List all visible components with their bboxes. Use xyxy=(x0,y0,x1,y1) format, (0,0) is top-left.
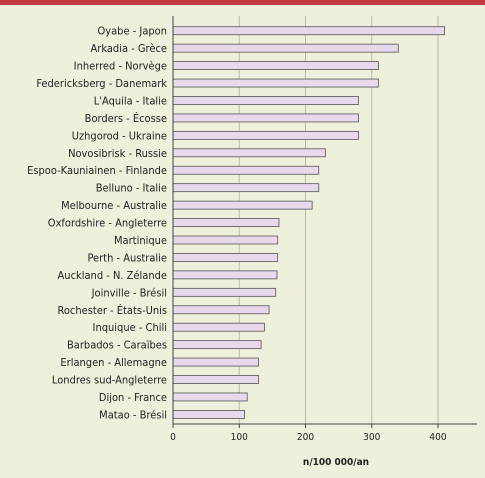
bar-16 xyxy=(172,305,270,315)
bar-18 xyxy=(172,340,262,350)
bar-8 xyxy=(172,165,320,175)
bar-9 xyxy=(172,183,320,193)
tick-label-100: 100 xyxy=(231,432,248,443)
category-label-11: Oxfordshire - Angleterre xyxy=(48,217,167,230)
bar-4 xyxy=(172,96,359,105)
category-label-15: Joinville - Brésil xyxy=(91,286,167,299)
tick-label-400: 400 xyxy=(429,432,446,443)
bar-10 xyxy=(172,200,313,210)
category-label-20: Londres sud-Angleterre xyxy=(52,374,167,387)
category-labels: Oyabe - Japon Arkadia - Grèce Inherred - N… xyxy=(27,25,167,422)
bars xyxy=(172,26,446,419)
category-label-7: Novosibrisk - Russie xyxy=(68,147,167,160)
category-label-10: Melbourne - Australie xyxy=(61,199,167,212)
bar-2 xyxy=(172,61,379,70)
bar-11 xyxy=(172,218,280,227)
category-label-8: Espoo-Kauniainen - Finlande xyxy=(27,164,167,177)
bar-1 xyxy=(172,43,399,53)
bar-15 xyxy=(172,287,277,297)
bar-17 xyxy=(172,322,265,332)
bar-12 xyxy=(172,235,279,245)
bar-13 xyxy=(172,253,279,262)
category-label-17: Inquique - Chili xyxy=(93,321,167,334)
bar-5 xyxy=(172,113,359,123)
category-label-14: Auckland - N. Zélande xyxy=(58,269,167,282)
category-label-4: L'Aquila - Italie xyxy=(94,94,167,107)
bar-22 xyxy=(172,409,245,419)
category-label-16: Rochester - États-Unis xyxy=(57,304,167,317)
tick-label-200: 200 xyxy=(297,432,314,443)
bar-21 xyxy=(172,392,248,402)
x-axis: 0 100 200 300 400 xyxy=(170,16,477,443)
bar-19 xyxy=(172,357,259,367)
category-label-0: Oyabe - Japon xyxy=(97,25,167,38)
category-label-19: Erlangen - Allemagne xyxy=(60,356,167,369)
tick-label-0: 0 xyxy=(170,432,176,443)
category-label-21: Dijon - France xyxy=(99,391,167,404)
category-label-9: Belluno - Italie xyxy=(96,182,167,195)
category-label-18: Barbados - Caraïbes xyxy=(67,339,167,352)
category-label-13: Perth - Australie xyxy=(87,251,167,264)
category-label-12: Martinique xyxy=(114,234,167,247)
bar-14 xyxy=(172,270,278,280)
bar-3 xyxy=(172,78,379,88)
bar-20 xyxy=(172,375,259,384)
category-label-2: Inherred - Norvège xyxy=(74,60,167,73)
top-accent-bar xyxy=(0,0,485,5)
bar-6 xyxy=(172,130,359,140)
category-label-5: Borders - Écosse xyxy=(85,112,167,125)
bar-7 xyxy=(172,148,326,158)
bar-0 xyxy=(172,26,446,36)
category-label-6: Uzhgorod - Ukraine xyxy=(72,129,167,142)
x-axis-label: n/100 000/an xyxy=(303,457,369,468)
category-label-1: Arkadia - Grèce xyxy=(90,42,167,55)
category-label-22: Matao - Brésil xyxy=(99,408,167,421)
tick-label-300: 300 xyxy=(363,432,380,443)
category-label-3: Federicksberg - Danemark xyxy=(36,77,167,90)
